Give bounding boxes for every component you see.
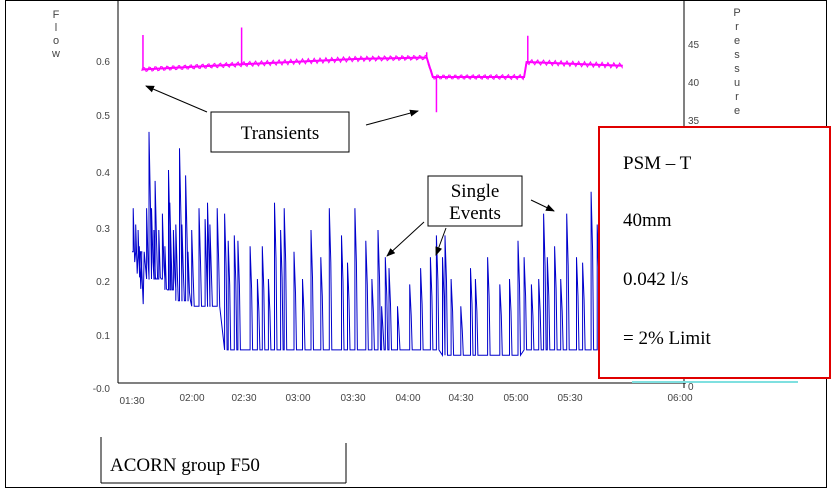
right-axis-label-char-5: u [734, 77, 740, 89]
x-tick-label: 04:30 [448, 393, 473, 404]
left-axis-label: F l o w [51, 9, 60, 60]
left-axis-label-char-1: l [55, 22, 57, 34]
x-tick-label: 05:30 [557, 393, 582, 404]
single-events-callout-box [427, 175, 523, 227]
transients-callout-label: Transients [241, 123, 319, 144]
left-axis-label-char-3: w [51, 48, 60, 60]
right-tick-label: 45 [688, 40, 700, 51]
single-events-arrow-right [530, 199, 555, 212]
left-tick-labels: 0.6 0.5 0.4 0.3 0.2 0.1 -0.0 [93, 57, 111, 395]
right-tick-label: 0 [688, 382, 694, 393]
right-axis-label-char-1: r [735, 21, 739, 33]
x-tick-label: 03:00 [285, 393, 310, 404]
right-axis-label: P r e s s u r e [733, 7, 740, 117]
single-events-callout-line2: Events [449, 203, 501, 224]
footer-label: ACORN group F50 [110, 455, 260, 476]
left-tick-label: 0.5 [96, 111, 110, 122]
left-tick-label: 0.3 [96, 224, 110, 235]
x-tick-label: 03:30 [340, 393, 365, 404]
info-box [598, 126, 831, 379]
right-axis-label-char-0: P [733, 7, 740, 19]
right-axis-label-char-7: e [734, 105, 740, 117]
right-axis-label-char-6: r [735, 91, 739, 103]
x-tick-label: 05:00 [503, 393, 528, 404]
x-tick-label: 02:00 [179, 393, 204, 404]
pressure-series [141, 27, 623, 113]
flow-line [132, 131, 608, 357]
left-axis-label-char-0: F [53, 9, 60, 21]
info-box-limit: = 2% Limit [623, 328, 711, 349]
x-tick-label: 01:30 [119, 396, 144, 407]
left-tick-label: 0.1 [96, 331, 110, 342]
left-tick-label: 0.2 [96, 277, 110, 288]
right-tick-labels: 45 40 35 0 [688, 40, 700, 393]
x-tick-label: 04:00 [395, 393, 420, 404]
info-box-model: PSM – T [623, 153, 692, 174]
right-axis-label-char-4: s [734, 63, 740, 75]
pressure-noise [141, 54, 623, 81]
single-events-arrow-mid [435, 227, 447, 256]
right-tick-label: 35 [688, 116, 700, 127]
single-events-arrow-left [386, 221, 425, 257]
transients-arrow-left [145, 85, 208, 113]
right-axis-label-char-2: e [734, 35, 740, 47]
transients-callout-box [210, 111, 350, 153]
flow-series [132, 131, 608, 357]
transients-arrow-right [365, 109, 419, 126]
x-tick-labels: 01:30 02:00 02:30 03:00 03:30 04:00 04:3… [119, 393, 692, 407]
right-axis-label-char-3: s [734, 49, 740, 61]
info-box-size: 40mm [623, 210, 672, 231]
info-box-rate: 0.042 l/s [623, 269, 688, 290]
x-tick-label: 06:00 [667, 393, 692, 404]
left-tick-label: 0.4 [96, 168, 110, 179]
x-tick-label: 02:30 [231, 393, 256, 404]
right-tick-label: 40 [688, 78, 700, 89]
left-tick-label: 0.6 [96, 57, 110, 68]
left-axis-label-char-2: o [53, 35, 59, 47]
single-events-callout-line1: Single [451, 181, 500, 202]
left-tick-label: -0.0 [93, 384, 111, 395]
